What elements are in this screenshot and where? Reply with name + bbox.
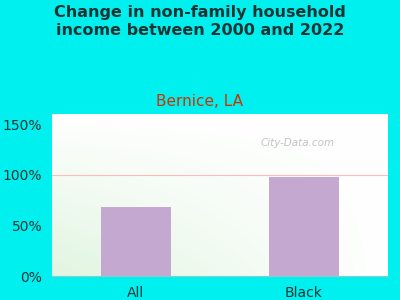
Text: Change in non-family household
income between 2000 and 2022: Change in non-family household income be… <box>54 4 346 38</box>
Text: City-Data.com: City-Data.com <box>260 138 334 148</box>
Bar <box>101 207 171 276</box>
Text: Bernice, LA: Bernice, LA <box>156 94 244 110</box>
Bar <box>269 177 339 276</box>
